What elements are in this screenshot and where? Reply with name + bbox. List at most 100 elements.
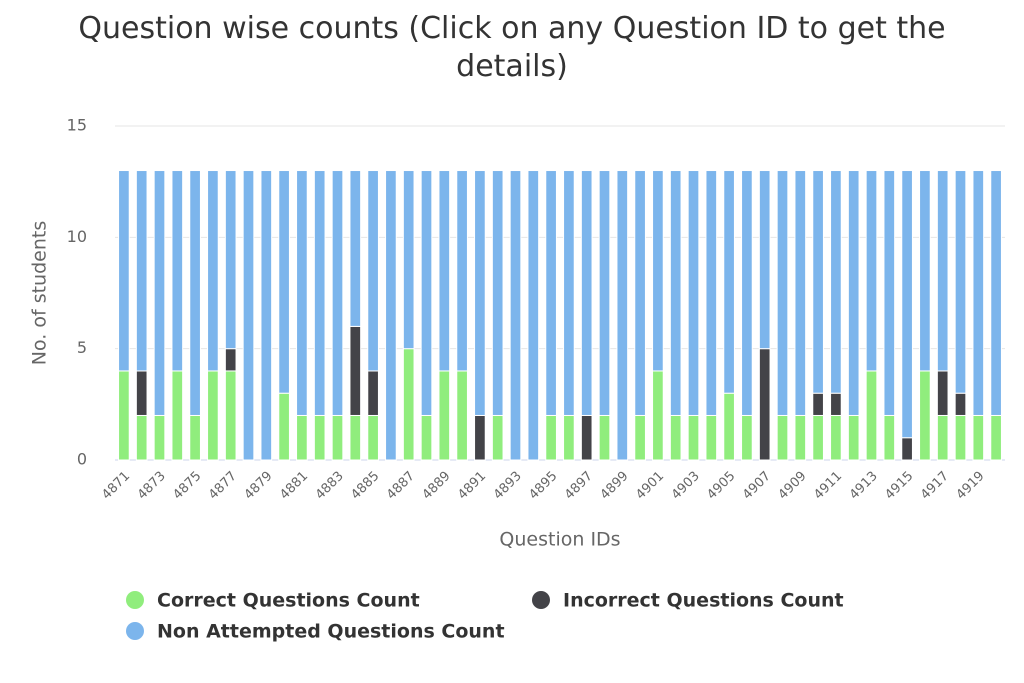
x-tick-label[interactable]: 4899	[598, 469, 632, 503]
bar-segment[interactable]	[545, 170, 557, 416]
bar-segment[interactable]	[438, 170, 451, 372]
bar-segment[interactable]	[118, 170, 130, 372]
x-tick-label[interactable]: 4883	[313, 469, 347, 503]
bar-segment[interactable]	[794, 170, 807, 416]
bar-segment[interactable]	[723, 170, 735, 394]
bar-segment[interactable]	[278, 170, 290, 394]
bar-segment[interactable]	[830, 392, 842, 416]
legend-label[interactable]: Correct Questions Count	[157, 590, 420, 612]
bar-segment[interactable]	[491, 170, 504, 416]
x-tick-label[interactable]: 4897	[562, 469, 596, 503]
x-tick-label[interactable]: 4893	[491, 469, 525, 503]
bar-segment[interactable]	[954, 170, 967, 394]
bar-segment[interactable]	[883, 414, 896, 461]
bar-segment[interactable]	[474, 170, 486, 416]
x-tick-label[interactable]: 4907	[740, 469, 774, 503]
bar-segment[interactable]	[349, 325, 362, 416]
bar-segment[interactable]	[776, 170, 789, 416]
bar-segment[interactable]	[242, 170, 255, 461]
bar-segment[interactable]	[847, 170, 860, 416]
legend-label[interactable]: Incorrect Questions Count	[563, 590, 844, 612]
bar-segment[interactable]	[367, 170, 379, 372]
bar-segment[interactable]	[313, 414, 326, 461]
bar-segment[interactable]	[385, 170, 397, 461]
bar-segment[interactable]	[135, 170, 148, 372]
bar-segment[interactable]	[189, 414, 201, 461]
bar-segment[interactable]	[420, 170, 433, 416]
x-tick-label[interactable]: 4887	[384, 469, 418, 503]
x-tick-label[interactable]: 4903	[669, 469, 703, 503]
bar-segment[interactable]	[563, 414, 575, 461]
bar-segment[interactable]	[135, 370, 148, 416]
bar-segment[interactable]	[847, 414, 860, 461]
bar-segment[interactable]	[687, 170, 700, 416]
bar-segment[interactable]	[491, 414, 504, 461]
x-tick-label[interactable]: 4901	[633, 469, 667, 503]
x-tick-label[interactable]: 4885	[348, 469, 382, 503]
legend-marker[interactable]	[126, 591, 144, 609]
bar-segment[interactable]	[598, 170, 611, 416]
bar-segment[interactable]	[527, 170, 540, 461]
bar-segment[interactable]	[919, 170, 931, 372]
bar-segment[interactable]	[296, 170, 308, 416]
bar-segment[interactable]	[741, 414, 753, 461]
bar-segment[interactable]	[296, 414, 308, 461]
bar-segment[interactable]	[224, 370, 237, 461]
bar-segment[interactable]	[153, 414, 166, 461]
bar-segment[interactable]	[883, 170, 896, 416]
bar-segment[interactable]	[812, 414, 824, 461]
bar-segment[interactable]	[634, 414, 646, 461]
legend-label[interactable]: Non Attempted Questions Count	[157, 621, 505, 643]
x-tick-label[interactable]: 4889	[420, 469, 454, 503]
bar-segment[interactable]	[349, 170, 362, 327]
bar-segment[interactable]	[420, 414, 433, 461]
bar-segment[interactable]	[990, 414, 1002, 461]
bar-segment[interactable]	[580, 414, 593, 461]
bar-segment[interactable]	[687, 414, 700, 461]
bar-segment[interactable]	[313, 170, 326, 416]
bar-segment[interactable]	[331, 170, 344, 416]
x-tick-label[interactable]: 4917	[918, 469, 952, 503]
bar-segment[interactable]	[224, 348, 237, 372]
bar-segment[interactable]	[936, 370, 949, 416]
bar-segment[interactable]	[634, 170, 646, 416]
bar-segment[interactable]	[901, 437, 913, 461]
bar-segment[interactable]	[598, 414, 611, 461]
x-tick-label[interactable]: 4881	[277, 469, 311, 503]
bar-segment[interactable]	[723, 392, 735, 461]
x-tick-label[interactable]: 4895	[526, 469, 560, 503]
bar-segment[interactable]	[972, 414, 985, 461]
bar-segment[interactable]	[545, 414, 557, 461]
bar-segment[interactable]	[705, 170, 718, 416]
bar-segment[interactable]	[367, 370, 379, 416]
x-tick-label[interactable]: 4879	[242, 469, 276, 503]
bar-segment[interactable]	[474, 414, 486, 461]
bar-segment[interactable]	[207, 370, 219, 461]
bar-segment[interactable]	[153, 170, 166, 416]
bar-segment[interactable]	[349, 414, 362, 461]
bar-segment[interactable]	[972, 170, 985, 416]
bar-segment[interactable]	[936, 170, 949, 372]
bar-segment[interactable]	[118, 370, 130, 461]
bar-segment[interactable]	[919, 370, 931, 461]
x-tick-label[interactable]: 4877	[206, 469, 240, 503]
x-tick-label[interactable]: 4891	[455, 469, 489, 503]
bar-segment[interactable]	[260, 170, 273, 461]
bar-segment[interactable]	[402, 348, 415, 461]
bar-segment[interactable]	[990, 170, 1002, 416]
bar-segment[interactable]	[563, 170, 575, 416]
bar-segment[interactable]	[189, 170, 201, 416]
bar-segment[interactable]	[367, 414, 379, 461]
bar-segment[interactable]	[580, 170, 593, 416]
bar-segment[interactable]	[758, 348, 771, 461]
x-tick-label[interactable]: 4909	[776, 469, 810, 503]
bar-segment[interactable]	[616, 170, 629, 461]
x-tick-label[interactable]: 4905	[704, 469, 738, 503]
bar-segment[interactable]	[758, 170, 771, 350]
bar-segment[interactable]	[652, 370, 664, 461]
bar-segment[interactable]	[509, 170, 522, 461]
x-tick-label[interactable]: 4919	[954, 469, 988, 503]
bar-segment[interactable]	[901, 170, 913, 439]
legend-marker[interactable]	[126, 622, 144, 640]
legend-marker[interactable]	[532, 591, 550, 609]
